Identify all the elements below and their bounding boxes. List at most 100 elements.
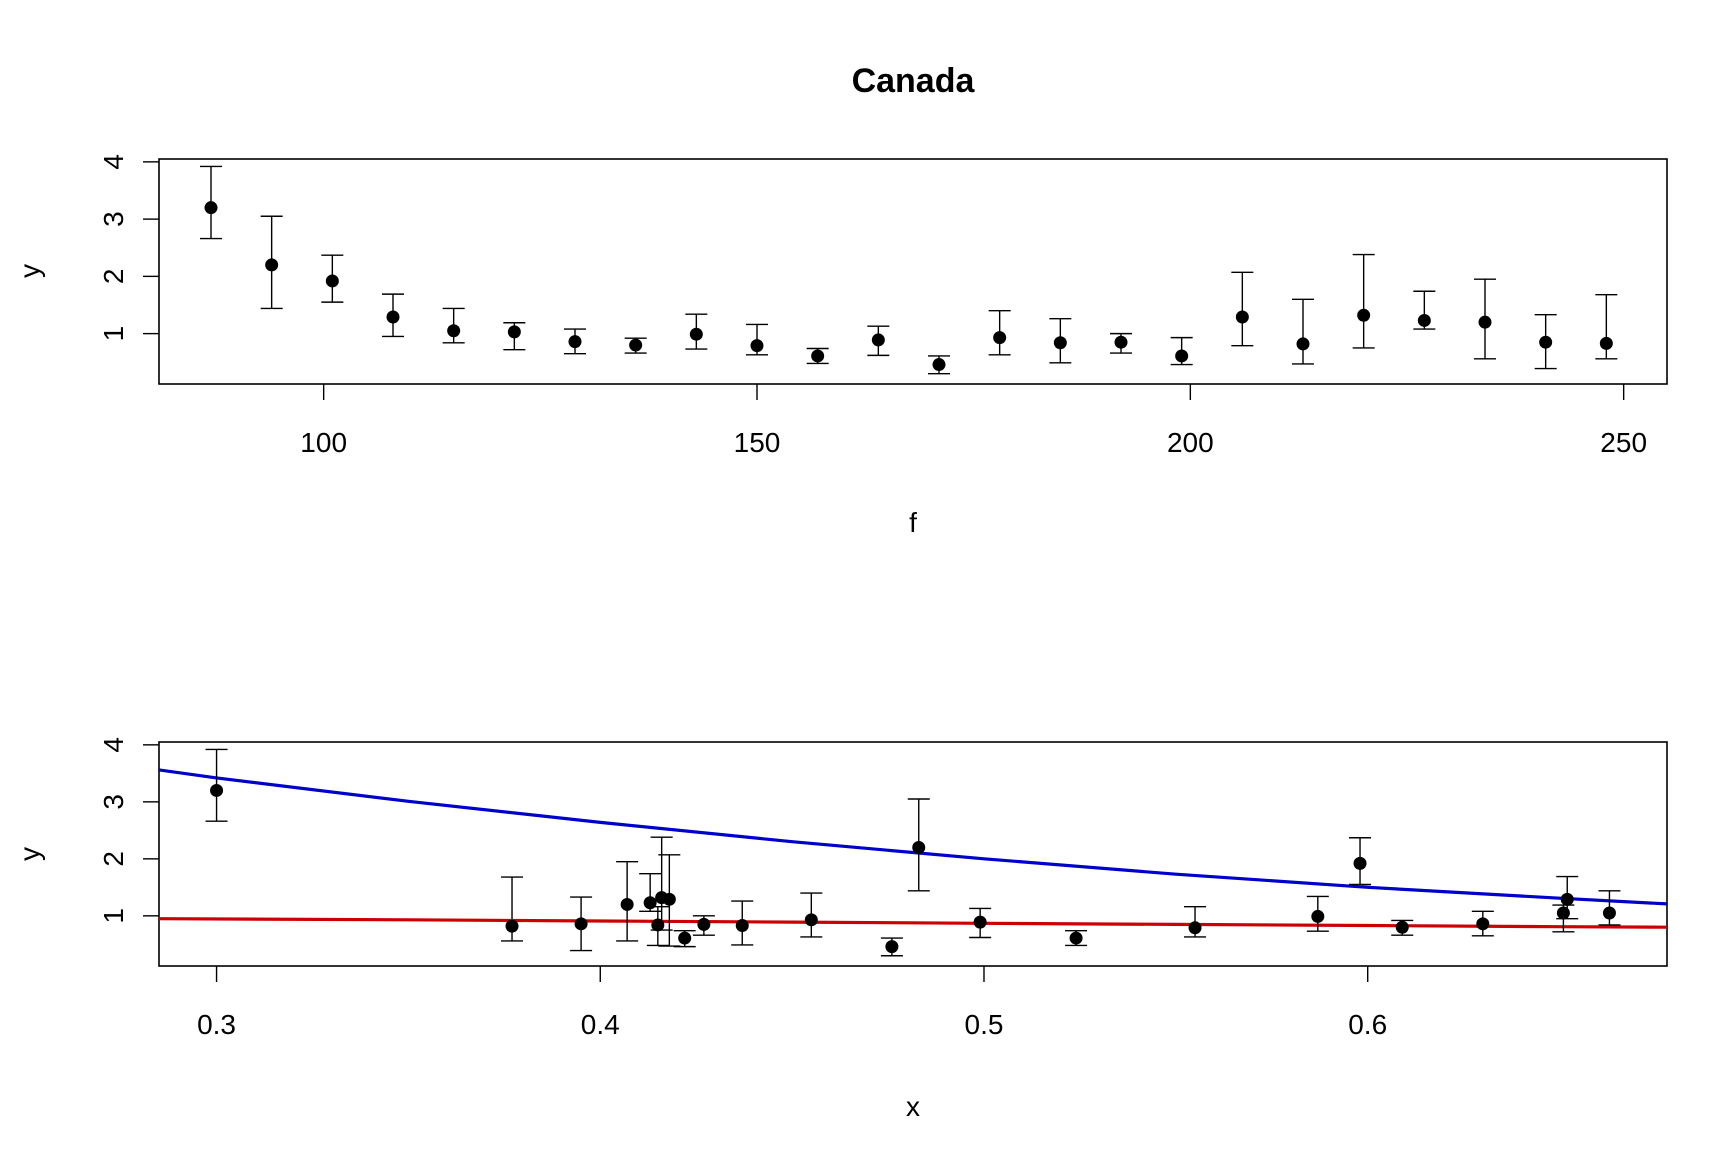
bottom-data-point-group <box>692 915 715 936</box>
data-point <box>1476 917 1490 931</box>
bottom-data-point-group <box>1184 906 1207 938</box>
data-point <box>1478 315 1492 329</box>
bottom-y-tick-label: 1 <box>98 908 129 924</box>
top-data-point-group <box>1231 271 1254 347</box>
data-point <box>1175 349 1189 363</box>
data-point <box>574 917 588 931</box>
data-point <box>750 339 764 353</box>
data-point <box>1357 308 1371 322</box>
bottom-data-point-group <box>1556 875 1579 920</box>
data-point <box>811 349 825 363</box>
data-point <box>735 919 749 933</box>
data-point <box>1560 892 1574 906</box>
blue-fit-line <box>159 768 1667 906</box>
bottom-y-tick-label: 4 <box>98 737 129 753</box>
data-point <box>1296 337 1310 351</box>
bottom-x-tick-label: 0.4 <box>581 1009 620 1040</box>
top-data-point-group <box>988 310 1011 356</box>
data-point <box>697 917 711 931</box>
data-point <box>643 896 657 910</box>
top-y-tick-label: 1 <box>98 326 129 342</box>
bottom-data-point-group <box>646 906 669 947</box>
data-point <box>1353 856 1367 870</box>
bottom-data-point-group <box>731 900 754 946</box>
top-data-point-group <box>685 313 708 350</box>
top-data-point-group <box>382 293 404 338</box>
top-data-point-group <box>624 337 647 354</box>
top-y-tick-label: 4 <box>98 154 129 170</box>
bottom-data-point-group <box>616 860 639 942</box>
top-data-point-group <box>1534 314 1557 370</box>
data-point <box>629 338 643 352</box>
bottom-data-point-group <box>501 876 524 942</box>
data-point <box>1069 931 1083 945</box>
data-point <box>386 310 400 324</box>
data-point <box>1053 336 1067 350</box>
bottom-x-tick-label: 0.6 <box>1348 1009 1387 1040</box>
data-point <box>447 324 461 338</box>
top-data-point-group <box>1292 298 1314 365</box>
data-point <box>871 333 885 347</box>
data-point <box>932 358 946 372</box>
bottom-x-tick-label: 0.3 <box>197 1009 236 1040</box>
data-point <box>505 919 519 933</box>
data-point <box>620 897 634 911</box>
data-point <box>993 331 1007 345</box>
top-data-point-group <box>1110 332 1132 354</box>
data-point <box>210 783 224 797</box>
red-fit-line <box>159 917 1667 929</box>
top-data-point-group <box>442 307 465 344</box>
data-point <box>325 274 339 288</box>
bottom-data-point-group <box>570 896 593 952</box>
top-data-point-group <box>1352 253 1375 349</box>
data-point <box>1311 909 1325 923</box>
data-point <box>1599 336 1613 350</box>
bottom-data-point-group <box>673 929 696 948</box>
top-data-point-group <box>1170 336 1193 366</box>
top-data-point-group <box>1595 293 1618 360</box>
data-point <box>1539 335 1553 349</box>
top-data-point-group <box>503 322 526 351</box>
data-point <box>1556 906 1570 920</box>
top-data-point-group <box>1413 290 1436 330</box>
bottom-y-tick-label: 2 <box>98 851 129 867</box>
data-point <box>1602 906 1616 920</box>
top-y-tick-label: 2 <box>98 269 129 285</box>
bottom-y-tick-label: 3 <box>98 794 129 810</box>
top-data-point-group <box>260 215 283 310</box>
data-point <box>678 931 692 945</box>
bottom-data-point-group <box>1306 895 1329 932</box>
data-point <box>973 915 987 929</box>
bottom-plot-frame <box>158 741 1668 967</box>
data-point <box>912 840 926 854</box>
top-data-point-group <box>928 355 950 375</box>
data-point <box>1417 313 1431 327</box>
top-data-point-group <box>564 328 586 355</box>
bottom-y-axis-label: y <box>14 847 45 861</box>
bottom-data-point-group <box>1391 919 1414 936</box>
data-point <box>204 201 218 215</box>
top-x-tick-label: 150 <box>734 427 781 458</box>
data-point <box>1395 920 1409 934</box>
top-data-point-group <box>806 347 829 365</box>
data-point <box>265 258 279 272</box>
data-point <box>1114 335 1128 349</box>
bottom-data-point-group <box>658 854 681 947</box>
chart-title: Canada <box>852 62 976 100</box>
top-data-point-group <box>321 254 344 303</box>
data-point <box>885 940 899 954</box>
top-data-point-group <box>746 323 768 356</box>
top-x-axis-label: f <box>909 507 917 538</box>
top-x-tick-label: 100 <box>300 427 347 458</box>
top-data-point-group <box>1474 278 1496 360</box>
bottom-data-point-group <box>800 892 823 938</box>
bottom-data-point-group <box>1065 929 1088 947</box>
bottom-data-point-group <box>1471 910 1494 937</box>
top-y-tick-label: 3 <box>98 211 129 227</box>
bottom-data-point-group <box>1598 890 1621 926</box>
data-point <box>662 892 676 906</box>
data-point <box>804 913 818 927</box>
top-plot-frame <box>158 158 1668 385</box>
data-point <box>1235 310 1249 324</box>
